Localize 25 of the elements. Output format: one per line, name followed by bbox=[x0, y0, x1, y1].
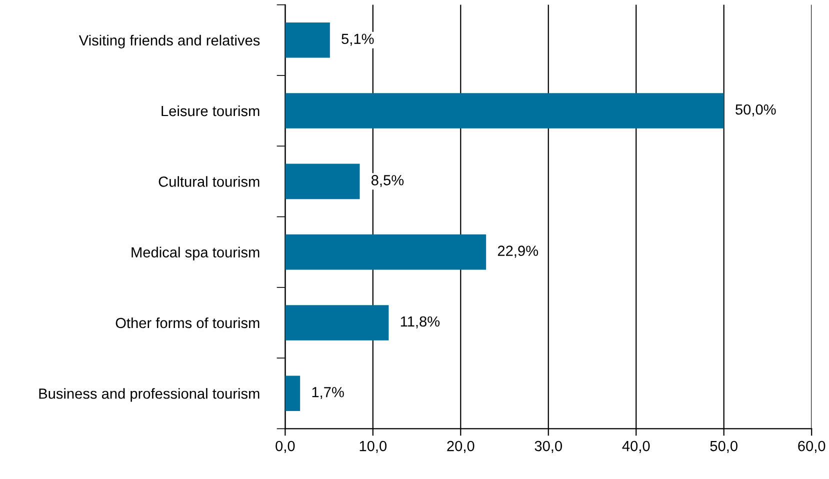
x-tick-label: 60,0 bbox=[798, 440, 826, 453]
bar bbox=[285, 234, 486, 270]
x-tick-label: 30,0 bbox=[534, 440, 562, 453]
y-tick-label: Medical spa tourism bbox=[132, 246, 260, 260]
y-tick-label: Cultural tourism bbox=[158, 176, 260, 187]
y-tick-label: Business and professional tourism bbox=[39, 388, 260, 402]
x-tick-label: 50,0 bbox=[710, 440, 738, 453]
data-label: 1,7% bbox=[312, 387, 344, 400]
data-label: 5,1% bbox=[342, 34, 374, 46]
y-tick-label: Other forms of tourism bbox=[116, 317, 260, 328]
bar bbox=[285, 22, 330, 58]
y-tick-label: Leisure tourism bbox=[162, 105, 260, 116]
data-label: 50,0% bbox=[736, 104, 776, 116]
bar bbox=[285, 376, 300, 412]
bar bbox=[285, 164, 360, 200]
x-tick-label: 0,0 bbox=[276, 440, 295, 453]
x-tick-label: 40,0 bbox=[622, 440, 650, 453]
x-tick-label: 10,0 bbox=[360, 440, 387, 453]
bar bbox=[285, 93, 724, 128]
data-label: 8,5% bbox=[371, 175, 404, 188]
data-label: 22,9% bbox=[498, 246, 538, 258]
bar bbox=[285, 305, 389, 340]
y-tick-label: Visiting friends and relatives bbox=[78, 34, 260, 48]
x-tick-label: 20,0 bbox=[447, 440, 474, 453]
data-label: 11,8% bbox=[400, 316, 440, 328]
